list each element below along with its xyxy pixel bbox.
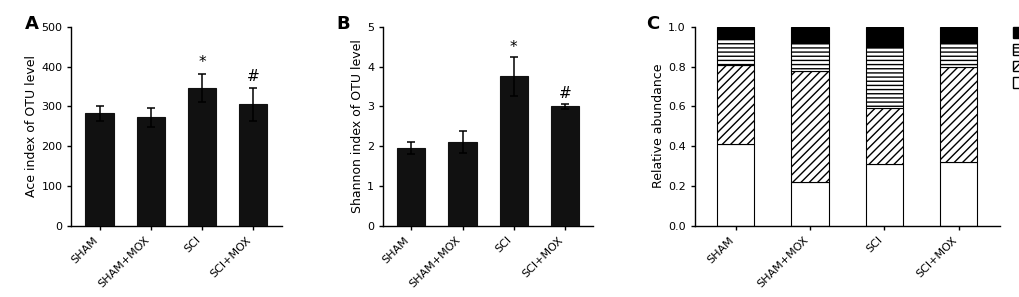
Legend: others, Bifidobacteriales, Clostridiales, Lactobacillales: others, Bifidobacteriales, Clostridiales…: [1008, 23, 1019, 93]
Bar: [791, 182, 827, 226]
Bar: [239, 104, 267, 226]
Text: *: *: [510, 40, 518, 55]
Bar: [940, 27, 976, 43]
Bar: [865, 47, 902, 108]
Text: A: A: [25, 15, 39, 33]
Text: #: #: [247, 69, 260, 84]
Bar: [716, 64, 754, 144]
Text: #: #: [558, 86, 571, 101]
Bar: [791, 70, 827, 182]
Bar: [187, 88, 216, 226]
Bar: [396, 148, 425, 226]
Bar: [791, 27, 827, 43]
Bar: [865, 164, 902, 226]
Text: C: C: [645, 15, 658, 33]
Text: B: B: [336, 15, 351, 33]
Bar: [865, 27, 902, 47]
Y-axis label: Ace index of OTU level: Ace index of OTU level: [25, 55, 39, 197]
Bar: [137, 118, 165, 226]
Bar: [940, 43, 976, 67]
Bar: [791, 43, 827, 70]
Bar: [448, 142, 476, 226]
Bar: [716, 39, 754, 64]
Y-axis label: Shannon index of OTU level: Shannon index of OTU level: [351, 39, 364, 213]
Bar: [86, 113, 113, 226]
Bar: [716, 27, 754, 39]
Bar: [940, 67, 976, 162]
Bar: [550, 106, 579, 226]
Bar: [716, 144, 754, 226]
Bar: [499, 76, 528, 226]
Bar: [865, 108, 902, 164]
Bar: [940, 162, 976, 226]
Text: *: *: [198, 55, 206, 70]
Y-axis label: Relative abundance: Relative abundance: [651, 64, 664, 189]
